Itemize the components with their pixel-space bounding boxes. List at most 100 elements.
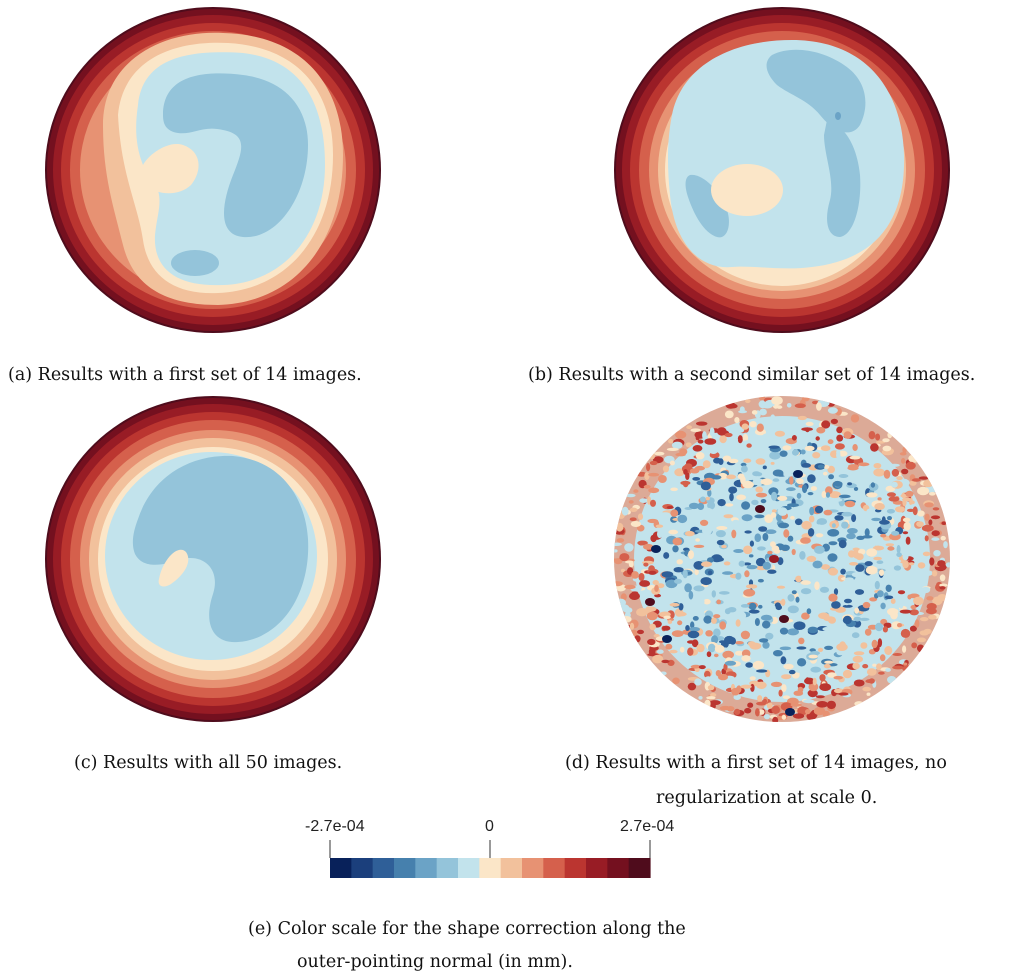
noise-blob	[693, 561, 704, 570]
caption-d-line2: regularization at scale 0.	[656, 788, 878, 808]
noise-blob	[924, 513, 930, 521]
noise-blob	[639, 580, 651, 587]
noise-blob	[869, 597, 878, 602]
noise-blob	[773, 650, 783, 657]
noise-blob	[917, 510, 925, 517]
noise-blob	[675, 430, 687, 439]
noise-blob	[731, 529, 737, 539]
noise-blob	[619, 553, 630, 562]
noise-blob	[699, 597, 705, 606]
noise-blob	[836, 643, 848, 651]
noise-blob	[735, 650, 744, 656]
noise-blob	[849, 455, 861, 460]
noise-blob	[648, 570, 657, 575]
noise-blob	[939, 574, 946, 582]
noise-blob	[688, 590, 694, 600]
noise-blob	[823, 616, 836, 622]
noise-blob	[625, 560, 634, 564]
noise-blob	[924, 502, 934, 508]
noise-blob	[895, 506, 905, 513]
noise-blob	[702, 460, 711, 469]
noise-blob	[643, 484, 651, 489]
noise-blob	[805, 677, 810, 684]
noise-blob	[787, 535, 794, 542]
noise-blob	[836, 426, 843, 434]
noise-blob	[764, 514, 773, 523]
noise-blob	[897, 590, 906, 595]
noise-blob	[718, 673, 728, 681]
noise-blob	[843, 431, 852, 439]
noise-blob	[691, 639, 699, 648]
noise-blob	[760, 478, 773, 486]
noise-blob	[724, 660, 737, 666]
noise-blob	[746, 443, 752, 448]
noise-blob	[708, 445, 719, 454]
noise-spot	[785, 708, 795, 716]
noise-blob	[713, 628, 721, 637]
noise-blob	[644, 472, 650, 481]
noise-blob	[831, 601, 841, 609]
noise-blob	[816, 426, 826, 434]
noise-blob	[874, 580, 880, 590]
noise-blob	[702, 526, 712, 536]
noise-blob	[866, 455, 874, 459]
noise-blob	[684, 583, 692, 593]
noise-blob	[922, 551, 931, 557]
noise-blob	[819, 674, 826, 682]
noise-blob	[643, 543, 654, 550]
colorbar-min-label: -2.7e-04	[305, 818, 365, 835]
noise-blob	[707, 489, 712, 497]
noise-blob	[754, 514, 765, 519]
noise-blob	[827, 465, 835, 474]
noise-blob	[878, 569, 885, 576]
noise-blob	[627, 567, 634, 575]
noise-blob	[717, 499, 726, 507]
noise-blob	[728, 458, 739, 464]
noise-blob	[621, 506, 629, 516]
noise-blob	[762, 438, 774, 445]
noise-blob	[891, 481, 898, 488]
noise-blob	[749, 676, 756, 681]
noise-blob	[771, 509, 777, 513]
noise-blob	[649, 623, 656, 631]
noise-blob	[615, 522, 624, 532]
noise-blob	[638, 540, 645, 546]
noise-blob	[675, 452, 686, 457]
noise-blob	[888, 496, 900, 502]
noise-blob	[801, 463, 811, 468]
noise-blob	[838, 692, 849, 696]
noise-blob	[880, 602, 886, 610]
noise-blob	[800, 449, 806, 455]
noise-blob	[822, 627, 831, 631]
noise-blob	[787, 503, 799, 507]
noise-blob	[852, 655, 863, 663]
panel-d	[612, 394, 952, 724]
noise-blob	[625, 493, 636, 498]
noise-blob	[797, 415, 807, 421]
noise-blob	[789, 476, 794, 485]
noise-blob	[746, 565, 758, 570]
noise-blob	[721, 544, 727, 549]
noise-blob	[814, 505, 824, 514]
noise-blob	[689, 468, 700, 474]
noise-blob	[705, 630, 713, 637]
noise-blob	[833, 675, 843, 680]
noise-blob	[827, 553, 838, 562]
noise-blob	[652, 654, 664, 664]
noise-blob	[697, 439, 704, 444]
noise-blob	[707, 685, 715, 691]
noise-blob	[793, 621, 806, 630]
noise-blob	[760, 614, 773, 621]
noise-blob	[771, 705, 780, 714]
noise-blob	[707, 570, 713, 575]
noise-blob	[930, 515, 941, 520]
noise-blob	[728, 486, 738, 494]
colorbar-cell	[607, 858, 630, 878]
noise-blob	[670, 509, 679, 517]
noise-blob	[866, 668, 877, 676]
noise-blob	[770, 414, 776, 423]
noise-blob	[744, 707, 752, 714]
colorbar-cell	[330, 858, 352, 878]
noise-blob	[910, 500, 915, 505]
noise-blob	[775, 604, 782, 611]
